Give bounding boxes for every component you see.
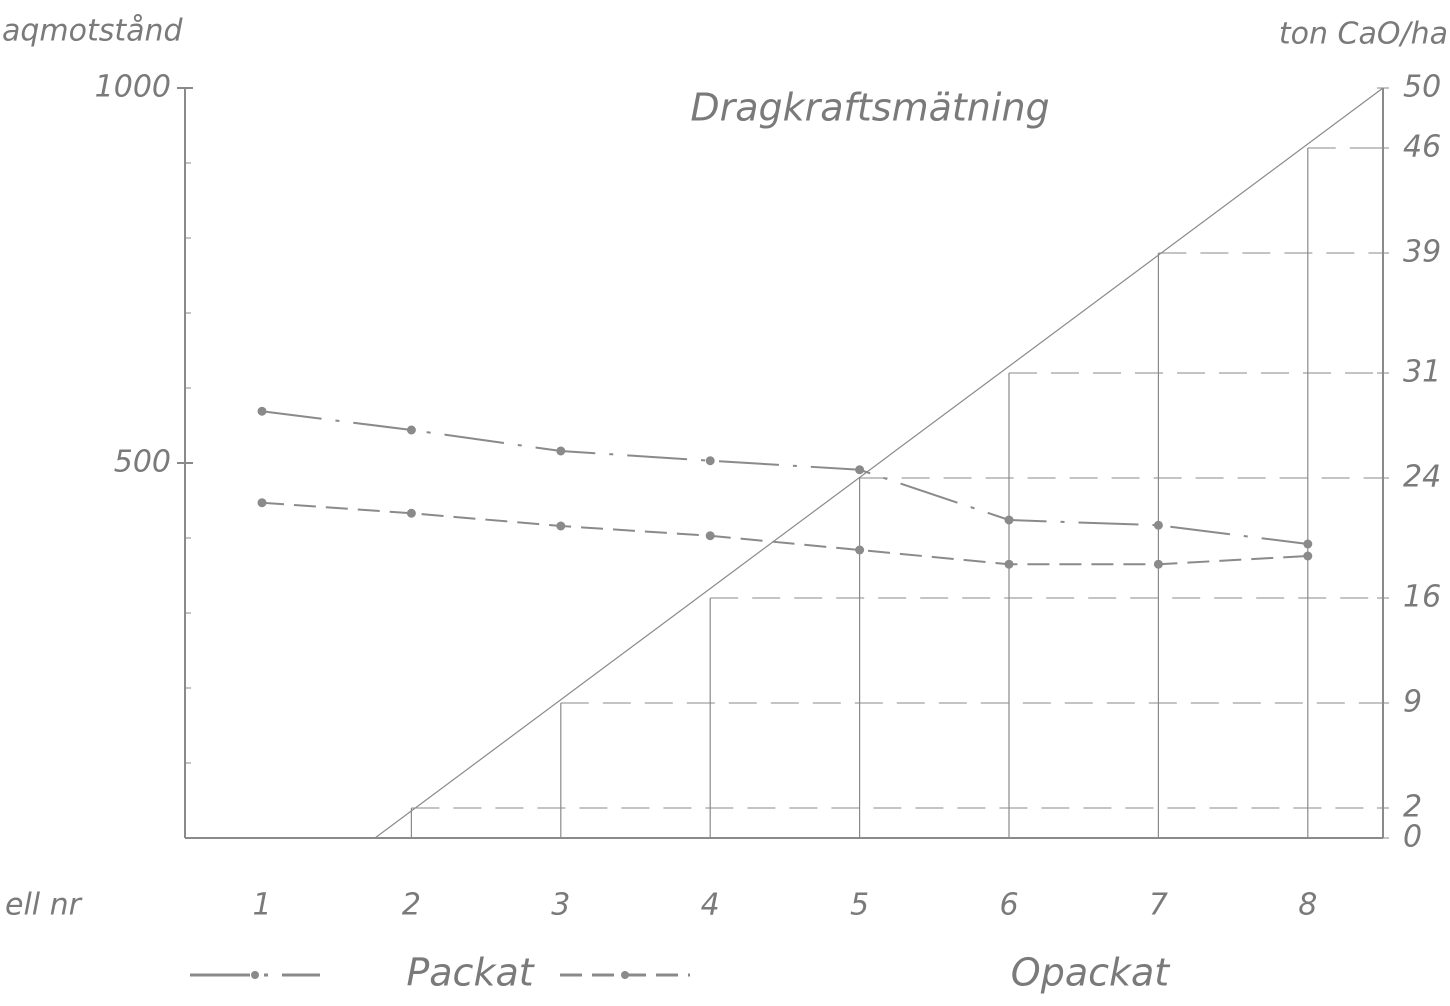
x-tick-label: 1 bbox=[252, 888, 271, 923]
y2-axis-label: ton CaO/ha bbox=[1279, 17, 1448, 52]
data-point bbox=[556, 447, 565, 456]
y2-tick-label: 16 bbox=[1403, 580, 1441, 615]
data-point bbox=[706, 531, 715, 540]
y2-tick-label: 9 bbox=[1403, 685, 1422, 720]
x-axis-label: ell nr bbox=[5, 888, 83, 923]
y-axis-label: aqmotstånd bbox=[2, 14, 184, 49]
data-point bbox=[1303, 540, 1312, 549]
data-point bbox=[556, 522, 565, 531]
y2-tick-label: 24 bbox=[1403, 460, 1441, 495]
x-tick-label: 6 bbox=[999, 888, 1018, 923]
y2-tick-label: 2 bbox=[1403, 790, 1422, 825]
y2-tick-label: 39 bbox=[1403, 235, 1441, 270]
y2-tick-label: 31 bbox=[1403, 355, 1441, 390]
data-point bbox=[1154, 521, 1163, 530]
data-point bbox=[1303, 552, 1312, 561]
x-tick-label: 2 bbox=[402, 888, 421, 923]
chart-title: Dragkraftsmätning bbox=[690, 86, 1049, 130]
y2-tick-label: 46 bbox=[1403, 130, 1441, 165]
legend-label: Opackat bbox=[1011, 951, 1172, 995]
data-point bbox=[258, 407, 267, 416]
data-point bbox=[1005, 516, 1014, 525]
data-point bbox=[407, 426, 416, 435]
page: Dragkraftsmätning aqmotstånd ton CaO/ha … bbox=[0, 0, 1450, 1006]
x-tick-label: 5 bbox=[850, 888, 869, 923]
data-point bbox=[1154, 560, 1163, 569]
data-point bbox=[258, 498, 267, 507]
y2-tick-label: 50 bbox=[1403, 70, 1441, 105]
data-point bbox=[407, 509, 416, 518]
x-tick-label: 8 bbox=[1298, 888, 1317, 923]
y-tick-label: 1000 bbox=[95, 70, 171, 105]
y2-tick-label: 0 bbox=[1403, 820, 1422, 855]
x-tick-label: 3 bbox=[551, 888, 570, 923]
data-point bbox=[1005, 560, 1014, 569]
chart: Dragkraftsmätning aqmotstånd ton CaO/ha … bbox=[0, 0, 1450, 1006]
legend-marker bbox=[621, 971, 629, 979]
legend-marker bbox=[251, 971, 259, 979]
dose-diagonal bbox=[375, 88, 1383, 838]
y-tick-label: 500 bbox=[114, 445, 171, 480]
x-tick-label: 4 bbox=[701, 888, 720, 923]
data-point bbox=[855, 546, 864, 555]
legend-label: Packat bbox=[406, 951, 535, 995]
series-line bbox=[262, 411, 1308, 544]
data-point bbox=[855, 465, 864, 474]
x-tick-label: 7 bbox=[1149, 888, 1168, 923]
data-point bbox=[706, 456, 715, 465]
